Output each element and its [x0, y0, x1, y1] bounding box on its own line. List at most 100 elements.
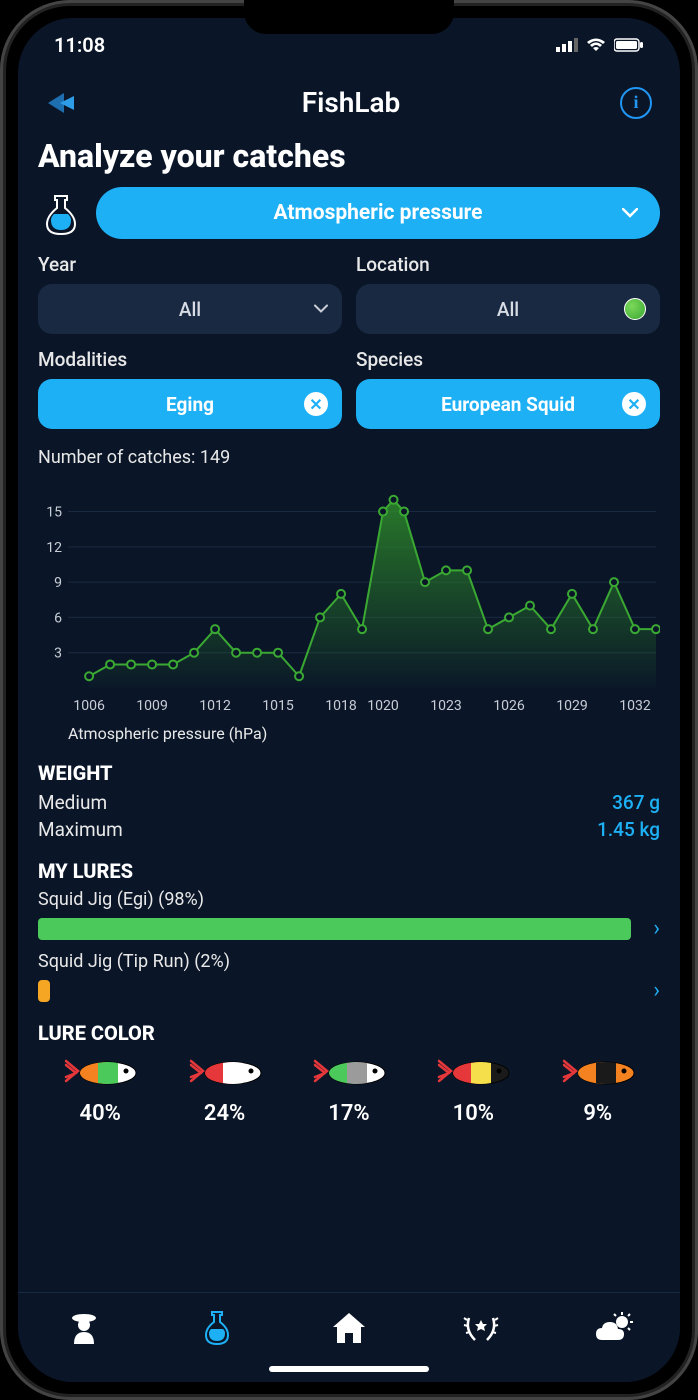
lure-color-pct: 9%	[583, 1101, 612, 1126]
main-selector-row: Atmospheric pressure	[38, 187, 660, 239]
lures-container: Squid Jig (Egi) (98%) › Squid Jig (Tip R…	[38, 889, 660, 1003]
lure-bar	[38, 980, 643, 1002]
year-dropdown[interactable]: All	[38, 284, 342, 334]
globe-icon	[624, 298, 646, 320]
modalities-label: Modalities	[38, 348, 342, 371]
weight-heading: WEIGHT	[38, 761, 660, 785]
home-indicator[interactable]	[269, 1366, 429, 1372]
wifi-icon	[586, 38, 606, 52]
lure-icon	[185, 1055, 265, 1091]
lure-color-pct: 17%	[328, 1101, 369, 1126]
modalities-chip[interactable]: Eging ✕	[38, 379, 342, 429]
flask-icon	[38, 190, 84, 236]
lure-color-item[interactable]: 17%	[309, 1055, 389, 1126]
tab-profile[interactable]	[62, 1306, 106, 1350]
chevron-right-icon: ›	[653, 978, 660, 1003]
lure-color-item[interactable]: 10%	[433, 1055, 513, 1126]
weather-icon	[594, 1312, 634, 1344]
year-value: All	[179, 298, 201, 321]
svg-text:1012: 1012	[199, 698, 231, 714]
svg-text:6: 6	[54, 610, 62, 626]
chevron-down-icon	[622, 208, 638, 218]
chevron-down-icon	[314, 305, 328, 314]
svg-text:1026: 1026	[493, 698, 525, 714]
status-time: 11:08	[54, 33, 105, 57]
lure-color-pct: 10%	[453, 1101, 494, 1126]
svg-text:1015: 1015	[262, 698, 294, 714]
laurel-icon	[461, 1310, 501, 1346]
svg-text:12: 12	[46, 540, 62, 556]
chart-title-prefix: Number of catches:	[38, 447, 200, 468]
lure-bar	[38, 918, 643, 940]
lure-color-item[interactable]: 24%	[185, 1055, 265, 1126]
lure-label: Squid Jig (Tip Run) (2%)	[38, 951, 660, 972]
chevron-right-icon: ›	[653, 916, 660, 941]
location-dropdown[interactable]: All	[356, 284, 660, 334]
back-icon[interactable]	[46, 89, 82, 117]
flask-icon	[201, 1310, 233, 1346]
filter-row-2: Modalities Eging ✕ Species European Squi…	[38, 348, 660, 429]
lure-color-item[interactable]: 40%	[60, 1055, 140, 1126]
species-chip[interactable]: European Squid ✕	[356, 379, 660, 429]
main-filter-dropdown[interactable]: Atmospheric pressure	[96, 187, 660, 239]
lure-color-pct: 24%	[204, 1101, 245, 1126]
phone-frame: 11:08 FishLab i Analyze your catches	[0, 0, 698, 1400]
modalities-value: Eging	[166, 393, 214, 416]
svg-text:1032: 1032	[619, 698, 651, 714]
year-label: Year	[38, 253, 342, 276]
tab-home[interactable]	[327, 1306, 371, 1350]
lure-icon	[433, 1055, 513, 1091]
filter-row-1: Year All Location All	[38, 253, 660, 334]
chart-catch-count: 149	[200, 447, 230, 468]
chart-title: Number of catches: 149	[38, 447, 660, 468]
chart-canvas[interactable]: 3691215100610091012101510181020102310261…	[38, 478, 660, 718]
svg-text:1006: 1006	[73, 698, 105, 714]
location-value: All	[497, 298, 519, 321]
cellular-icon	[556, 38, 578, 52]
chart-x-axis-label: Atmospheric pressure (hPa)	[68, 724, 660, 743]
location-label: Location	[356, 253, 660, 276]
content: FishLab i Analyze your catches Atmospher…	[18, 72, 680, 1126]
tab-weather[interactable]	[592, 1306, 636, 1350]
svg-text:1018: 1018	[325, 698, 357, 714]
lure-color-row: 40% 24% 17%	[38, 1055, 660, 1126]
lure-icon	[558, 1055, 638, 1091]
angler-icon	[66, 1310, 102, 1346]
species-label: Species	[356, 348, 660, 371]
tab-lab[interactable]	[195, 1306, 239, 1350]
chart-section: Number of catches: 149 36912151006100910…	[38, 447, 660, 743]
svg-text:1009: 1009	[136, 698, 168, 714]
lure-item[interactable]: Squid Jig (Egi) (98%) ›	[38, 889, 660, 941]
tab-achievements[interactable]	[459, 1306, 503, 1350]
species-filter: Species European Squid ✕	[356, 348, 660, 429]
weight-maximum-value: 1.45 kg	[597, 818, 660, 841]
page-title: Analyze your catches	[38, 137, 660, 175]
close-icon[interactable]: ✕	[304, 392, 328, 416]
lure-color-pct: 40%	[80, 1101, 121, 1126]
location-filter: Location All	[356, 253, 660, 334]
header-title: FishLab	[302, 86, 401, 119]
header: FishLab i	[38, 72, 660, 137]
svg-text:1023: 1023	[430, 698, 462, 714]
main-filter-label: Atmospheric pressure	[273, 201, 482, 225]
lure-color-heading: LURE COLOR	[38, 1021, 660, 1045]
info-icon[interactable]: i	[620, 87, 652, 119]
close-icon[interactable]: ✕	[622, 392, 646, 416]
lure-icon	[309, 1055, 389, 1091]
screen: 11:08 FishLab i Analyze your catches	[18, 18, 680, 1382]
svg-text:1020: 1020	[367, 698, 399, 714]
weight-medium-label: Medium	[38, 791, 107, 814]
svg-text:1029: 1029	[556, 698, 588, 714]
battery-icon	[614, 38, 644, 52]
lure-color-item[interactable]: 9%	[558, 1055, 638, 1126]
lure-item[interactable]: Squid Jig (Tip Run) (2%) ›	[38, 951, 660, 1003]
weight-medium-value: 367 g	[612, 791, 660, 814]
notch	[244, 0, 454, 34]
svg-text:3: 3	[54, 646, 62, 662]
weight-maximum-label: Maximum	[38, 818, 123, 841]
svg-text:9: 9	[54, 575, 62, 591]
status-right	[556, 38, 644, 52]
lures-heading: MY LURES	[38, 859, 660, 883]
species-value: European Squid	[441, 393, 575, 416]
lure-label: Squid Jig (Egi) (98%)	[38, 889, 660, 910]
